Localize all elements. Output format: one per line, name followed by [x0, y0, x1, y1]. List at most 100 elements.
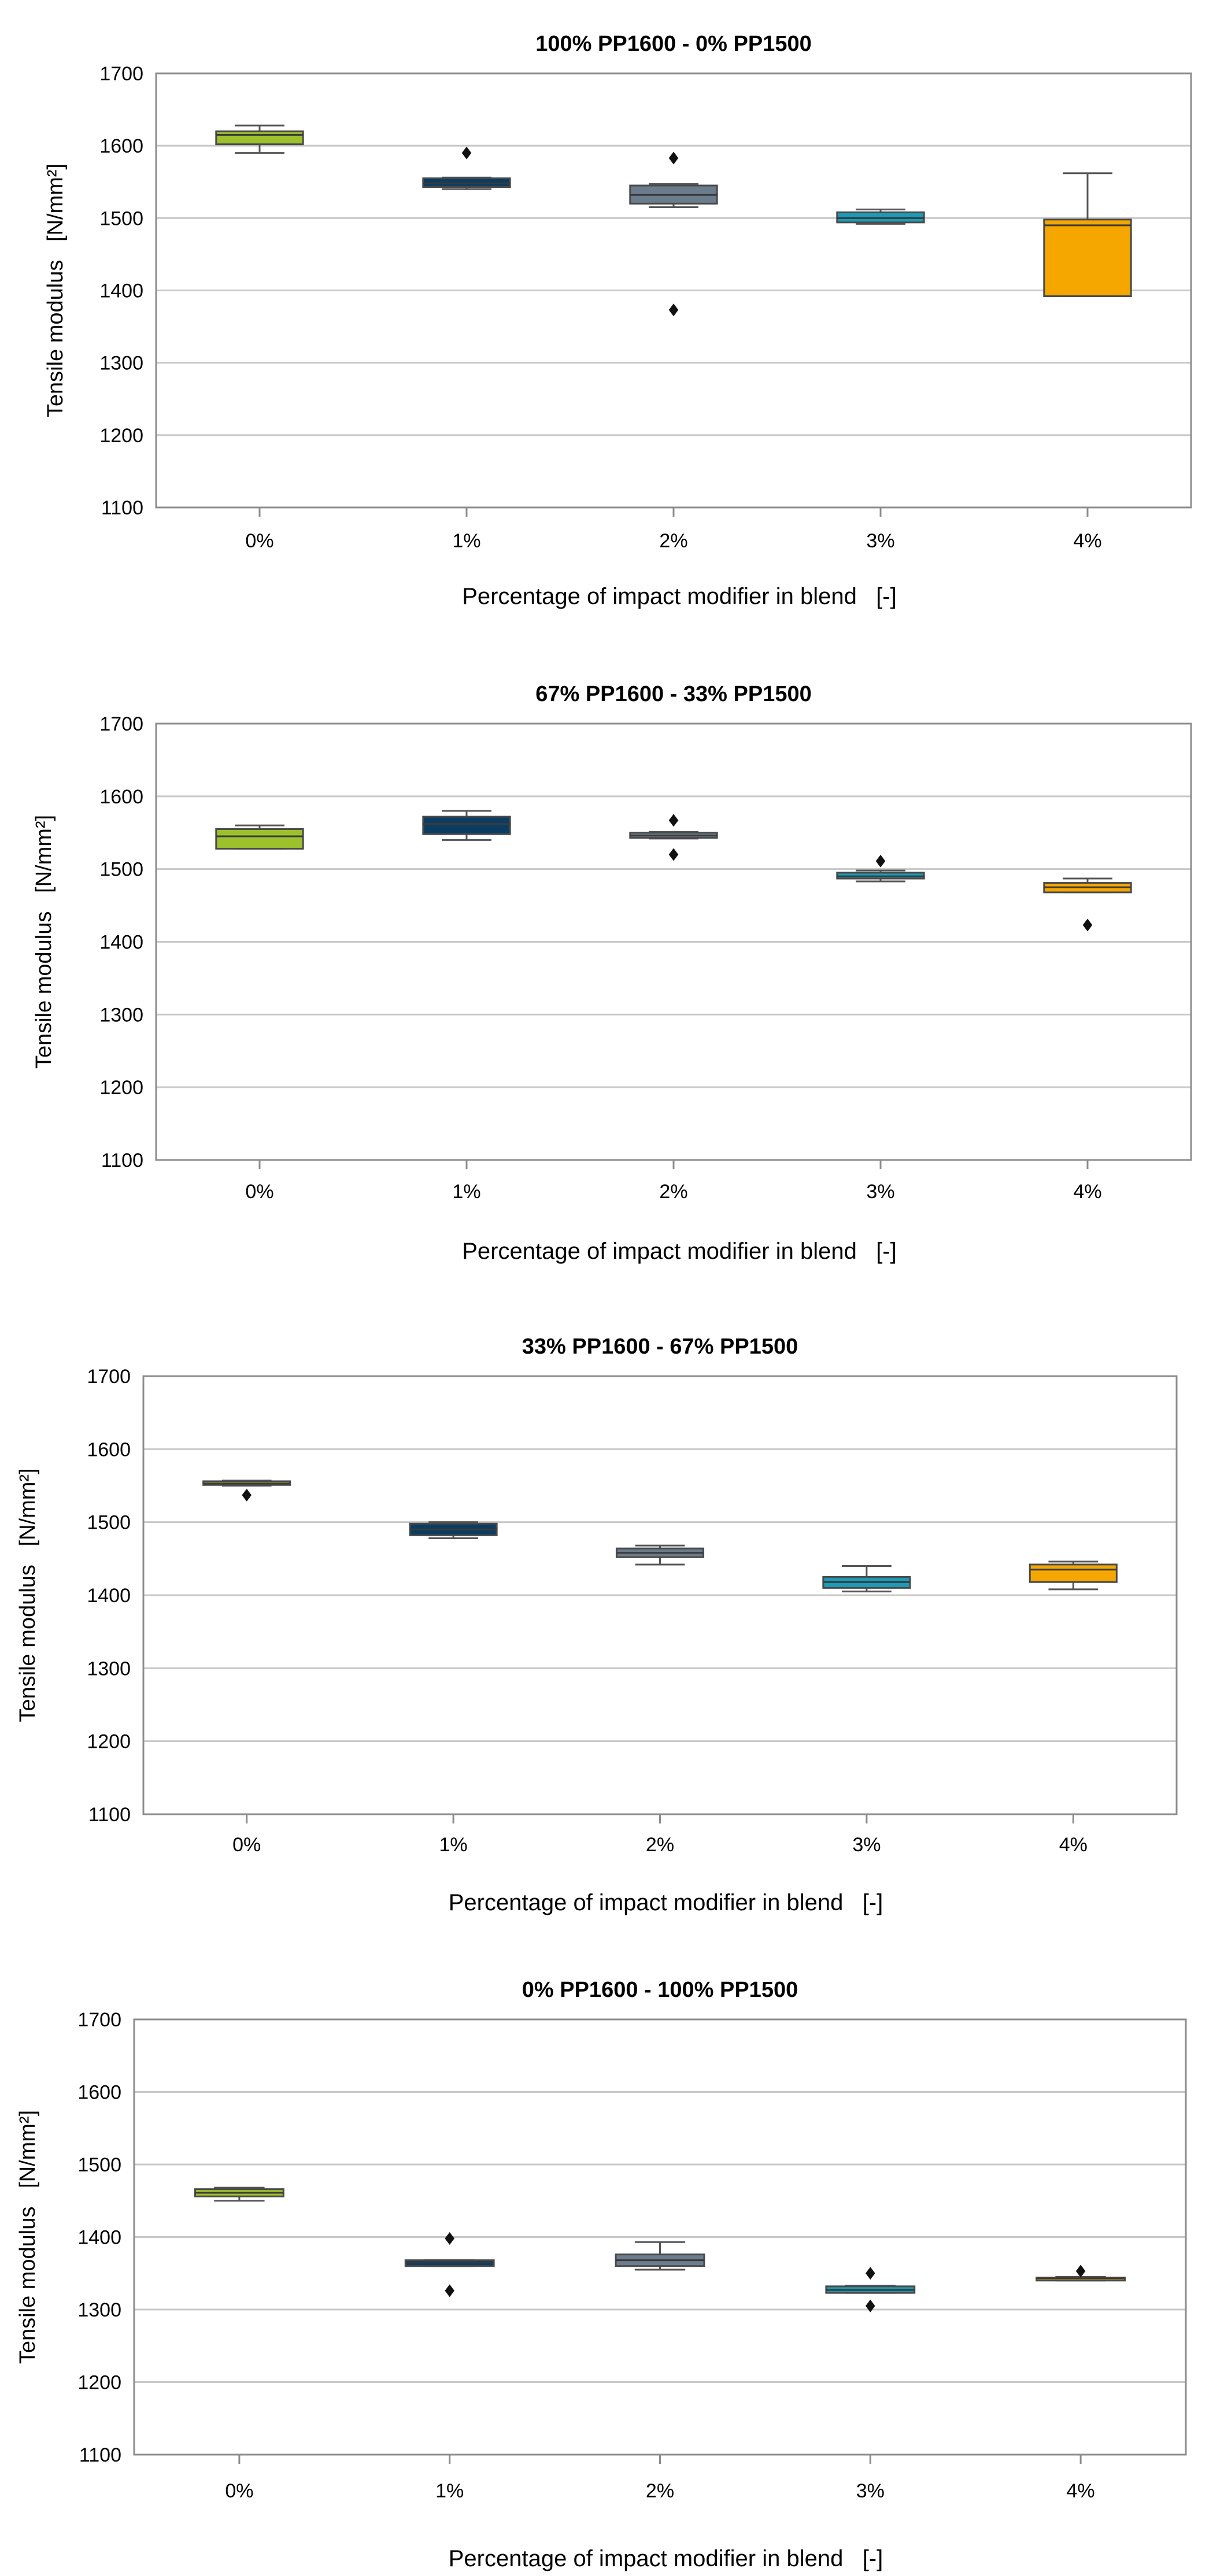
x-tick-label: 2% — [646, 1834, 674, 1856]
box-0% — [215, 824, 304, 850]
x-tick-label: 3% — [852, 1834, 881, 1856]
box-0% — [215, 124, 304, 154]
x-axis-label: Percentage of impact modifier in blend [… — [462, 1239, 896, 1264]
box-2% — [629, 151, 718, 317]
x-tick-label: 3% — [856, 2480, 885, 2502]
x-axis-label: Percentage of impact modifier in blend [… — [449, 1890, 883, 1915]
y-tick-label: 1500 — [77, 2154, 121, 2176]
y-axis-label: Tensile modulus [N/mm²] — [16, 1468, 40, 1722]
x-tick-label: 2% — [659, 1181, 687, 1203]
x-axis-label: Percentage of impact modifier in blend [… — [462, 584, 896, 609]
box-1% — [409, 1521, 498, 1539]
x-tick-label: 4% — [1067, 2480, 1095, 2502]
y-tick-label: 1200 — [99, 425, 143, 447]
box-body — [215, 828, 304, 850]
box-2% — [615, 1544, 705, 1566]
y-tick-label: 1200 — [77, 2372, 121, 2394]
x-tick-label: 0% — [225, 2480, 253, 2502]
box-1% — [422, 810, 511, 841]
x-tick-label: 2% — [659, 530, 687, 552]
y-tick-label: 1200 — [99, 1077, 143, 1099]
outlier-marker — [445, 2232, 454, 2245]
y-tick-label: 1400 — [99, 280, 143, 302]
y-axis-label: Tensile modulus [N/mm²] — [43, 164, 68, 417]
y-tick-label: 1500 — [99, 207, 143, 229]
box-4% — [1029, 1561, 1118, 1591]
y-tick-label: 1700 — [77, 2009, 121, 2031]
y-tick-label: 1600 — [99, 786, 143, 808]
box-2% — [629, 814, 718, 861]
y-tick-label: 1700 — [99, 713, 143, 735]
outlier-marker — [875, 854, 886, 868]
box-1% — [422, 146, 511, 190]
x-tick-label: 0% — [245, 530, 273, 552]
box-3% — [822, 1565, 911, 1593]
outlier-marker — [668, 814, 679, 827]
box-4% — [1036, 2264, 1126, 2282]
box-4% — [1043, 172, 1132, 298]
outlier-marker — [668, 303, 679, 317]
box-4% — [1043, 877, 1132, 932]
y-tick-label: 1300 — [99, 353, 143, 375]
y-tick-label: 1600 — [87, 1439, 131, 1461]
chart-panel-2: 1100 1200 1300 1400 1500 1600 1700 0% 1% 2% 3% 4% 67… — [32, 682, 1192, 1264]
chart-title: 0% PP1600 - 100% PP1500 — [522, 1978, 798, 2002]
x-tick-label: 4% — [1073, 1181, 1101, 1203]
outlier-marker — [1082, 918, 1093, 932]
box-body — [1043, 218, 1132, 298]
x-tick-label: 4% — [1073, 530, 1101, 552]
y-tick-label: 1400 — [99, 932, 143, 954]
x-tick-label: 3% — [866, 1181, 894, 1203]
box-0% — [202, 1480, 291, 1502]
x-tick-label: 1% — [452, 530, 480, 552]
y-tick-label: 1100 — [88, 1804, 131, 1826]
outlier-marker — [866, 2267, 875, 2280]
y-tick-label: 1300 — [99, 1004, 143, 1026]
chart-panel-3: 1100 1200 1300 1400 1500 1600 1700 0% 1% 2% 3% 4% 33… — [16, 1335, 1178, 1915]
box-body — [215, 130, 304, 146]
x-tick-label: 0% — [232, 1834, 261, 1856]
box-2% — [615, 2241, 705, 2271]
x-axis-label: Percentage of impact modifier in blend [… — [449, 2546, 883, 2571]
y-tick-label: 1500 — [87, 1512, 131, 1534]
y-tick-label: 1600 — [99, 135, 143, 157]
chart-panel-1: 1100 1200 1300 1400 1500 1600 1700 0% 1% 2% 3% 4% 10… — [43, 32, 1192, 609]
box-3% — [836, 854, 925, 883]
y-axis-label: Tensile modulus [N/mm²] — [32, 815, 56, 1069]
box-1% — [404, 2232, 495, 2297]
chart-title: 100% PP1600 - 0% PP1500 — [535, 32, 811, 56]
x-tick-label: 0% — [245, 1181, 273, 1203]
y-tick-label: 1100 — [101, 1150, 143, 1172]
y-tick-label: 1700 — [99, 63, 143, 85]
x-tick-label: 3% — [866, 530, 894, 552]
x-tick-label: 1% — [435, 2480, 464, 2502]
x-tick-label: 2% — [646, 2480, 674, 2502]
outlier-marker — [866, 2299, 875, 2312]
y-tick-label: 1700 — [87, 1366, 131, 1388]
y-tick-label: 1400 — [87, 1585, 131, 1607]
y-tick-label: 1500 — [99, 859, 143, 881]
box-body — [1029, 1563, 1118, 1583]
y-tick-label: 1300 — [77, 2299, 121, 2321]
y-tick-label: 1400 — [77, 2227, 121, 2249]
outlier-marker — [461, 146, 472, 160]
box-0% — [194, 2186, 284, 2202]
outlier-marker — [668, 151, 679, 165]
y-tick-label: 1200 — [87, 1731, 131, 1753]
box-3% — [825, 2267, 916, 2312]
chart-title: 67% PP1600 - 33% PP1500 — [535, 682, 811, 706]
x-tick-label: 4% — [1059, 1834, 1088, 1856]
x-tick-label: 1% — [439, 1834, 468, 1856]
chart-panel-4: 1100 1200 1300 1400 1500 1600 1700 0% 1% 2% 3% 4% 0%… — [16, 1978, 1187, 2571]
y-tick-label: 1100 — [101, 497, 143, 519]
outlier-marker — [1075, 2264, 1086, 2278]
x-tick-label: 1% — [452, 1181, 480, 1203]
y-axis-label: Tensile modulus [N/mm²] — [16, 2110, 40, 2364]
outlier-marker — [668, 848, 679, 861]
outlier-marker — [445, 2284, 454, 2297]
outlier-marker — [242, 1488, 252, 1502]
chart-title: 33% PP1600 - 67% PP1500 — [522, 1335, 798, 1359]
y-tick-label: 1100 — [79, 2444, 121, 2466]
box-3% — [836, 208, 925, 225]
